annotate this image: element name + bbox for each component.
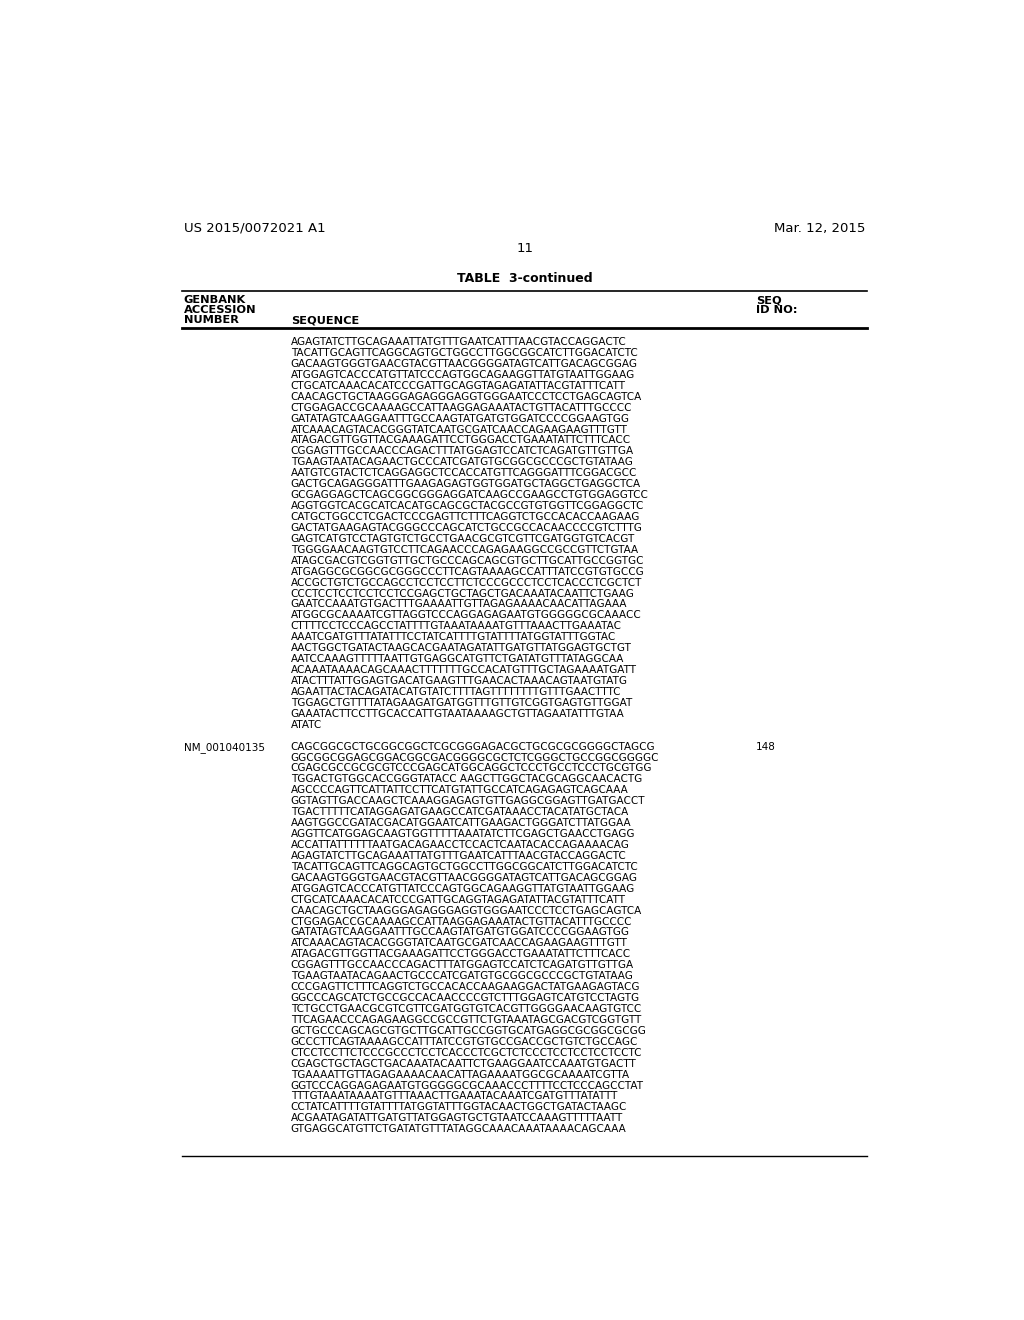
Text: ID NO:: ID NO: bbox=[756, 305, 798, 315]
Text: ATGGAGTCACCCATGTTATCCCAGTGGCAGAAGGTTATGTAATTGGAAG: ATGGAGTCACCCATGTTATCCCAGTGGCAGAAGGTTATGT… bbox=[291, 884, 635, 894]
Text: CAACAGCTGCTAAGGGAGAGGGAGGTGGGAATCCCTCCTGAGCAGTCA: CAACAGCTGCTAAGGGAGAGGGAGGTGGGAATCCCTCCTG… bbox=[291, 906, 642, 916]
Text: GATATAGTCAAGGAATTTGCCAAGTATGATGTGGATCCCCGGAAGTGG: GATATAGTCAAGGAATTTGCCAAGTATGATGTGGATCCCC… bbox=[291, 928, 630, 937]
Text: NM_001040135: NM_001040135 bbox=[183, 742, 265, 752]
Text: GACAAGTGGGTGAACGTACGTTAACGGGGATAGTCATTGACAGCGGAG: GACAAGTGGGTGAACGTACGTTAACGGGGATAGTCATTGA… bbox=[291, 359, 638, 368]
Text: GACTGCAGAGGGATTTGAAGAGAGTGGTGGATGCTAGGCTGAGGCTCA: GACTGCAGAGGGATTTGAAGAGAGTGGTGGATGCTAGGCT… bbox=[291, 479, 641, 490]
Text: CTTTTCCTCCCAGCCTATTTTGTAAATAAAATGTTTAAACTTGAAATAC: CTTTTCCTCCCAGCCTATTTTGTAAATAAAATGTTTAAAC… bbox=[291, 622, 622, 631]
Text: SEQUENCE: SEQUENCE bbox=[291, 315, 359, 326]
Text: ACGAATAGATATTGATGTTATGGAGTGCTGTAATCCAAAGTTTTTAATT: ACGAATAGATATTGATGTTATGGAGTGCTGTAATCCAAAG… bbox=[291, 1113, 623, 1123]
Text: AAGTGGCCGATACGACATGGAATCATTGAAGACTGGGATCTTATGGAA: AAGTGGCCGATACGACATGGAATCATTGAAGACTGGGATC… bbox=[291, 818, 632, 828]
Text: SEQ: SEQ bbox=[756, 296, 781, 305]
Text: AGCCCCAGTTCATTATTCCTTCATGTATTGCCATCAGAGAGTCAGCAAA: AGCCCCAGTTCATTATTCCTTCATGTATTGCCATCAGAGA… bbox=[291, 785, 629, 796]
Text: CGGAGTTTGCCAACCCAGACTTTATGGAGTCCATCTCAGATGTTGTTGA: CGGAGTTTGCCAACCCAGACTTTATGGAGTCCATCTCAGA… bbox=[291, 446, 634, 457]
Text: CAGCGGCGCTGCGGCGGCTCGCGGGAGACGCTGCGCGCGGGGCTAGCG: CAGCGGCGCTGCGGCGGCTCGCGGGAGACGCTGCGCGCGG… bbox=[291, 742, 655, 751]
Text: GACAAGTGGGTGAACGTACGTTAACGGGGATAGTCATTGACAGCGGAG: GACAAGTGGGTGAACGTACGTTAACGGGGATAGTCATTGA… bbox=[291, 873, 638, 883]
Text: TACATTGCAGTTCAGGCAGTGCTGGCCTTGGCGGCATCTTGGACATCTC: TACATTGCAGTTCAGGCAGTGCTGGCCTTGGCGGCATCTT… bbox=[291, 862, 638, 873]
Text: 11: 11 bbox=[516, 242, 534, 255]
Text: GGTCCCAGGAGAGAATGTGGGGGCGCAAACCCTTTTCCTCCCAGCCTAT: GGTCCCAGGAGAGAATGTGGGGGCGCAAACCCTTTTCCTC… bbox=[291, 1081, 644, 1090]
Text: TGAAAATTGTTAGAGAAAACAACATTAGAAAATGGCGCAAAATCGTTA: TGAAAATTGTTAGAGAAAACAACATTAGAAAATGGCGCAA… bbox=[291, 1069, 629, 1080]
Text: ATAGACGTTGGTTACGAAAGATTCCTGGGACCTGAAATATTCTTTCACC: ATAGACGTTGGTTACGAAAGATTCCTGGGACCTGAAATAT… bbox=[291, 949, 631, 960]
Text: AGAGTATCTTGCAGAAATTATGTTTGAATCATTTAACGTACCAGGACTC: AGAGTATCTTGCAGAAATTATGTTTGAATCATTTAACGTA… bbox=[291, 851, 627, 861]
Text: TGACTTTTTCATAGGAGATGAAGCCATCGATAAACCTACATATGCTACA: TGACTTTTTCATAGGAGATGAAGCCATCGATAAACCTACA… bbox=[291, 808, 628, 817]
Text: TTTGTAAATAAAATGTTTAAACTTGAAATACAAATCGATGTTTATATTT: TTTGTAAATAAAATGTTTAAACTTGAAATACAAATCGATG… bbox=[291, 1092, 617, 1101]
Text: CCCTCCTCCTCCTCCTCCGAGCTGCTAGCTGACAAATACAATTCTGAAG: CCCTCCTCCTCCTCCTCCGAGCTGCTAGCTGACAAATACA… bbox=[291, 589, 635, 598]
Text: CTGCATCAAACACATCCCGATTGCAGGTAGAGATATTACGTATTTCATT: CTGCATCAAACACATCCCGATTGCAGGTAGAGATATTACG… bbox=[291, 895, 626, 904]
Text: GATATAGTCAAGGAATTTGCCAAGTATGATGTGGATCCCCGGAAGTGG: GATATAGTCAAGGAATTTGCCAAGTATGATGTGGATCCCC… bbox=[291, 413, 630, 424]
Text: AAATCGATGTTTATATTTCCTATCATTTTGTATTTTATGGTATTTGGTAC: AAATCGATGTTTATATTTCCTATCATTTTGTATTTTATGG… bbox=[291, 632, 616, 643]
Text: ATCAAACAGTACACGGGTATCAATGCGATCAACCAGAAGAAGTTTGTT: ATCAAACAGTACACGGGTATCAATGCGATCAACCAGAAGA… bbox=[291, 425, 628, 434]
Text: GGCCCAGCATCTGCCGCCACAACCCCGTCTTTGGAGTCATGTCCTAGTG: GGCCCAGCATCTGCCGCCACAACCCCGTCTTTGGAGTCAT… bbox=[291, 993, 640, 1003]
Text: GGTAGTTGACCAAGCTCAAAGGAGAGTGTTGAGGCGGAGTTGATGACCT: GGTAGTTGACCAAGCTCAAAGGAGAGTGTTGAGGCGGAGT… bbox=[291, 796, 645, 807]
Text: GAGTCATGTCCTAGTGTCTGCCTGAACGCGTCGTTCGATGGTGTCACGT: GAGTCATGTCCTAGTGTCTGCCTGAACGCGTCGTTCGATG… bbox=[291, 533, 635, 544]
Text: ATAGCGACGTCGGTGTTGCTGCCCAGCAGCGTGCTTGCATTGCCGGTGC: ATAGCGACGTCGGTGTTGCTGCCCAGCAGCGTGCTTGCAT… bbox=[291, 556, 644, 566]
Text: GTGAGGCATGTTCTGATATGTTTATAGGCAAACAAATAAAACAGCAAA: GTGAGGCATGTTCTGATATGTTTATAGGCAAACAAATAAA… bbox=[291, 1125, 627, 1134]
Text: AGGTGGTCACGCATCACATGCAGCGCTACGCCGTGTGGTTCGGAGGCTC: AGGTGGTCACGCATCACATGCAGCGCTACGCCGTGTGGTT… bbox=[291, 502, 644, 511]
Text: ATACTTTATTGGAGTGACATGAAGTTTGAACACTAAACAGTAATGTATG: ATACTTTATTGGAGTGACATGAAGTTTGAACACTAAACAG… bbox=[291, 676, 628, 686]
Text: TGGACTGTGGCACCGGGTATACC AAGCTTGGCTACGCAGGCAACACTG: TGGACTGTGGCACCGGGTATACC AAGCTTGGCTACGCAG… bbox=[291, 775, 642, 784]
Text: 148: 148 bbox=[756, 742, 775, 751]
Text: GAATCCAAATGTGACTTTGAAAATTGTTAGAGAAAACAACATTAGAAA: GAATCCAAATGTGACTTTGAAAATTGTTAGAGAAAACAAC… bbox=[291, 599, 628, 610]
Text: ACCGCTGTCTGCCAGCCTCCTCCTTCTCCCGCCCTCCTCACCCTCGCTCT: ACCGCTGTCTGCCAGCCTCCTCCTTCTCCCGCCCTCCTCA… bbox=[291, 578, 642, 587]
Text: CCTATCATTTTGTATTTTATGGTATTTGGTACAACTGGCTGATACTAAGC: CCTATCATTTTGTATTTTATGGTATTTGGTACAACTGGCT… bbox=[291, 1102, 627, 1113]
Text: ATGGAGTCACCCATGTTATCCCAGTGGCAGAAGGTTATGTAATTGGAAG: ATGGAGTCACCCATGTTATCCCAGTGGCAGAAGGTTATGT… bbox=[291, 370, 635, 380]
Text: TCTGCCTGAACGCGTCGTTCGATGGTGTCACGTTGGGGAACAAGTGTCC: TCTGCCTGAACGCGTCGTTCGATGGTGTCACGTTGGGGAA… bbox=[291, 1005, 641, 1014]
Text: ACCESSION: ACCESSION bbox=[183, 305, 256, 315]
Text: GENBANK: GENBANK bbox=[183, 296, 246, 305]
Text: ATGAGGCGCGGCGCGGGCCCTTCAGTAAAAGCCATTTATCCGTGTGCCG: ATGAGGCGCGGCGCGGGCCCTTCAGTAAAAGCCATTTATC… bbox=[291, 566, 644, 577]
Text: TGGAGCTGTTTTATAGAAGATGATGGTTTGTTGTCGGTGAGTGTTGGAT: TGGAGCTGTTTTATAGAAGATGATGGTTTGTTGTCGGTGA… bbox=[291, 698, 632, 708]
Text: CATGCTGGCCTCGACTCCCGAGTTCTTTCAGGTCTGCCACACCAAGAAG: CATGCTGGCCTCGACTCCCGAGTTCTTTCAGGTCTGCCAC… bbox=[291, 512, 640, 521]
Text: GCTGCCCAGCAGCGTGCTTGCATTGCCGGTGCATGAGGCGCGGCGCGG: GCTGCCCAGCAGCGTGCTTGCATTGCCGGTGCATGAGGCG… bbox=[291, 1026, 646, 1036]
Text: GACTATGAAGAGTACGGGCCCAGCATCTGCCGCCACAACCCCGTCTTTG: GACTATGAAGAGTACGGGCCCAGCATCTGCCGCCACAACC… bbox=[291, 523, 643, 533]
Text: CGAGCGCCGCGCGTCCCGAGCATGGCAGGCTCCCTGCCTCCCTGCGTGG: CGAGCGCCGCGCGTCCCGAGCATGGCAGGCTCCCTGCCTC… bbox=[291, 763, 652, 774]
Text: NUMBER: NUMBER bbox=[183, 315, 239, 326]
Text: ATGGCGCAAAATCGTTAGGTCCCAGGAGAGAATGTGGGGGCGCAAACC: ATGGCGCAAAATCGTTAGGTCCCAGGAGAGAATGTGGGGG… bbox=[291, 610, 641, 620]
Text: GAAATACTTCCTTGCACCATTGTAATAAAAGCTGTTAGAATATTTGTAA: GAAATACTTCCTTGCACCATTGTAATAAAAGCTGTTAGAA… bbox=[291, 709, 625, 719]
Text: AGAATTACTACAGATACATGTATCTTTTAGTTTTTTTTGTTTGAACTTTC: AGAATTACTACAGATACATGTATCTTTTAGTTTTTTTTGT… bbox=[291, 686, 622, 697]
Text: ACAAATAAAACAGCAAACTTTTTTTGCCACATGTTTGCTAGAAAATGATT: ACAAATAAAACAGCAAACTTTTTTTGCCACATGTTTGCTA… bbox=[291, 665, 637, 675]
Text: CTGGAGACCGCAAAAGCCATTAAGGAGAAATACTGTTACATTTGCCCC: CTGGAGACCGCAAAAGCCATTAAGGAGAAATACTGTTACA… bbox=[291, 916, 632, 927]
Text: ATCAAACAGTACACGGGTATCAATGCGATCAACCAGAAGAAGTTTGTT: ATCAAACAGTACACGGGTATCAATGCGATCAACCAGAAGA… bbox=[291, 939, 628, 948]
Text: GCGAGGAGCTCAGCGGCGGGAGGATCAAGCCGAAGCCTGTGGAGGTCC: GCGAGGAGCTCAGCGGCGGGAGGATCAAGCCGAAGCCTGT… bbox=[291, 490, 648, 500]
Text: ATATC: ATATC bbox=[291, 719, 322, 730]
Text: AACTGGCTGATACTAAGCACGAATAGATATTGATGTTATGGAGTGCTGT: AACTGGCTGATACTAAGCACGAATAGATATTGATGTTATG… bbox=[291, 643, 632, 653]
Text: TABLE  3-continued: TABLE 3-continued bbox=[457, 272, 593, 285]
Text: CTCCTCCTTCTCCCGCCCTCCTCACCCTCGCTCTCCCTCCTCCTCCTCCTC: CTCCTCCTTCTCCCGCCCTCCTCACCCTCGCTCTCCCTCC… bbox=[291, 1048, 642, 1057]
Text: ACCATTATTTTTTAATGACAGAACCTCCACTCAATACACCAGAAAACAG: ACCATTATTTTTTAATGACAGAACCTCCACTCAATACACC… bbox=[291, 840, 630, 850]
Text: AATGTCGTACTCTCAGGAGGCTCCACCATGTTCAGGGATTTCGGACGCC: AATGTCGTACTCTCAGGAGGCTCCACCATGTTCAGGGATT… bbox=[291, 469, 637, 478]
Text: Mar. 12, 2015: Mar. 12, 2015 bbox=[774, 222, 866, 235]
Text: TGAAGTAATACAGAACTGCCCATCGATGTGCGGCGCCCGCTGTATAAG: TGAAGTAATACAGAACTGCCCATCGATGTGCGGCGCCCGC… bbox=[291, 972, 633, 981]
Text: CGGAGTTTGCCAACCCAGACTTTATGGAGTCCATCTCAGATGTTGTTGA: CGGAGTTTGCCAACCCAGACTTTATGGAGTCCATCTCAGA… bbox=[291, 960, 634, 970]
Text: CCCGAGTTCTTTCAGGTCTGCCACACCAAGAAGGACTATGAAGAGTACG: CCCGAGTTCTTTCAGGTCTGCCACACCAAGAAGGACTATG… bbox=[291, 982, 640, 993]
Text: US 2015/0072021 A1: US 2015/0072021 A1 bbox=[183, 222, 326, 235]
Text: GGCGGCGGAGCGGACGGCGACGGGGCGCTCTCGGGCTGCCGGCGGGGC: GGCGGCGGAGCGGACGGCGACGGGGCGCTCTCGGGCTGCC… bbox=[291, 752, 659, 763]
Text: ATAGACGTTGGTTACGAAAGATTCCTGGGACCTGAAATATTCTTTCACC: ATAGACGTTGGTTACGAAAGATTCCTGGGACCTGAAATAT… bbox=[291, 436, 631, 445]
Text: TACATTGCAGTTCAGGCAGTGCTGGCCTTGGCGGCATCTTGGACATCTC: TACATTGCAGTTCAGGCAGTGCTGGCCTTGGCGGCATCTT… bbox=[291, 348, 638, 358]
Text: TGAAGTAATACAGAACTGCCCATCGATGTGCGGCGCCCGCTGTATAAG: TGAAGTAATACAGAACTGCCCATCGATGTGCGGCGCCCGC… bbox=[291, 457, 633, 467]
Text: CTGCATCAAACACATCCCGATTGCAGGTAGAGATATTACGTATTTCATT: CTGCATCAAACACATCCCGATTGCAGGTAGAGATATTACG… bbox=[291, 380, 626, 391]
Text: AGGTTCATGGAGCAAGTGGTTTTTAAATATCTTCGAGCTGAACCTGAGG: AGGTTCATGGAGCAAGTGGTTTTTAAATATCTTCGAGCTG… bbox=[291, 829, 635, 840]
Text: GCCCTTCAGTAAAAGCCATTTATCCGTGTGCCGACCGCTGTCTGCCAGC: GCCCTTCAGTAAAAGCCATTTATCCGTGTGCCGACCGCTG… bbox=[291, 1036, 638, 1047]
Text: TTCAGAACCCAGAGAAGGCCGCCGTTCTGTAAATAGCGACGTCGGTGTT: TTCAGAACCCAGAGAAGGCCGCCGTTCTGTAAATAGCGAC… bbox=[291, 1015, 641, 1024]
Text: CTGGAGACCGCAAAAGCCATTAAGGAGAAATACTGTTACATTTGCCCC: CTGGAGACCGCAAAAGCCATTAAGGAGAAATACTGTTACA… bbox=[291, 403, 632, 413]
Text: AGAGTATCTTGCAGAAATTATGTTTGAATCATTTAACGTACCAGGACTC: AGAGTATCTTGCAGAAATTATGTTTGAATCATTTAACGTA… bbox=[291, 337, 627, 347]
Text: CAACAGCTGCTAAGGGAGAGGGAGGTGGGAATCCCTCCTGAGCAGTCA: CAACAGCTGCTAAGGGAGAGGGAGGTGGGAATCCCTCCTG… bbox=[291, 392, 642, 401]
Text: CGAGCTGCTAGCTGACAAATACAATTCTGAAGGAATCCAAATGTGACTT: CGAGCTGCTAGCTGACAAATACAATTCTGAAGGAATCCAA… bbox=[291, 1059, 637, 1069]
Text: AATCCAAAGTTTTTAATTGTGAGGCATGTTCTGATATGTTTATAGGCAA: AATCCAAAGTTTTTAATTGTGAGGCATGTTCTGATATGTT… bbox=[291, 655, 624, 664]
Text: TGGGGAACAAGTGTCCTTCAGAACCCAGAGAAGGCCGCCGTTCTGTAA: TGGGGAACAAGTGTCCTTCAGAACCCAGAGAAGGCCGCCG… bbox=[291, 545, 638, 554]
